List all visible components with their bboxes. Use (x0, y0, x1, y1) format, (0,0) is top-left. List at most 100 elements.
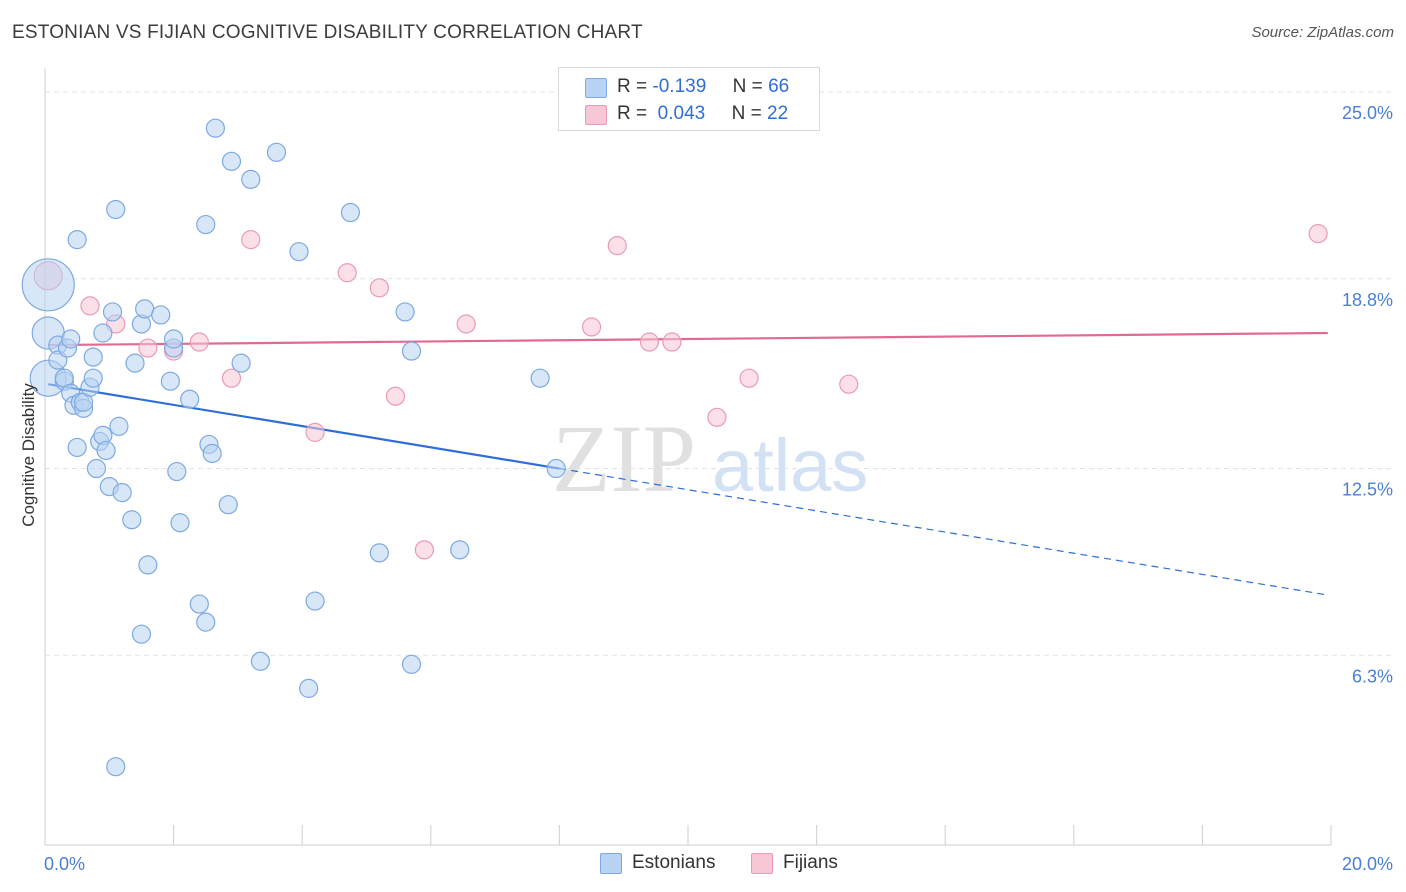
legend-n-label: N = (732, 76, 763, 97)
estonian-point (401, 654, 422, 674)
estonian-point (218, 495, 238, 515)
fijian-point (662, 332, 682, 352)
legend-r-value: 0.043 (657, 103, 706, 124)
estonian-point (135, 299, 155, 319)
fijian-point (1308, 224, 1328, 244)
watermark-zip: ZIP (552, 405, 696, 512)
estonian-point (67, 230, 87, 250)
fijian-point (337, 263, 357, 283)
source-label: Source: ZipAtlas.com (1251, 24, 1394, 41)
estonian-point (109, 416, 129, 436)
estonian-point (180, 389, 200, 409)
y-tick-label: 12.5% (1342, 480, 1393, 500)
y-tick-label: 6.3% (1352, 666, 1393, 686)
estonian-point (205, 118, 225, 138)
estonian-point (196, 214, 216, 235)
estonian-point (21, 258, 75, 312)
fijian-point (414, 540, 434, 560)
fijian-point (639, 332, 660, 352)
estonian-point (86, 458, 107, 479)
tick-labels: 25.0% 18.8% 12.5% 6.3% 0.0% 20.0% (44, 103, 1393, 874)
legend-label: Estonians (632, 852, 716, 873)
estonian-point (160, 371, 180, 391)
estonian-point (167, 461, 187, 482)
fijian-point (138, 338, 158, 358)
y-tick-label: 25.0% (1342, 103, 1393, 123)
estonian-point (305, 591, 325, 611)
estonian-point (241, 169, 261, 189)
watermark-atlas: atlas (712, 424, 868, 507)
estonian-point (83, 368, 103, 388)
estonian-point (289, 242, 309, 262)
estonian-point (102, 302, 123, 322)
estonian-point (231, 353, 251, 373)
estonian-point (106, 199, 126, 220)
y-axis-label: Cognitive Disability (19, 383, 38, 527)
estonian-point (401, 341, 422, 361)
legend-label: Fijians (783, 852, 838, 873)
estonian-point (122, 510, 142, 530)
legend-n-value: 22 (767, 103, 789, 124)
estonian-point (250, 651, 271, 671)
scatter-points (21, 118, 1328, 777)
legend-r-label: R = (617, 76, 648, 97)
estonian-point (106, 757, 126, 777)
estonian-point (340, 202, 361, 223)
fijian-point (385, 386, 406, 406)
estonian-point (299, 678, 319, 698)
axes (44, 68, 1332, 846)
estonians-swatch (600, 853, 622, 874)
estonian-point (221, 151, 242, 171)
estonian-point (138, 555, 158, 575)
estonian-point (67, 437, 87, 458)
fijian-point (189, 332, 209, 352)
estonian-point (189, 594, 209, 614)
fijians-swatch (751, 853, 773, 874)
estonian-point (369, 543, 389, 563)
estonian-point (93, 323, 113, 343)
estonian-point (395, 302, 415, 322)
estonian-trend-line (48, 383, 560, 470)
fijian-point (241, 230, 261, 250)
fijian-point (305, 422, 325, 442)
estonian-point (112, 483, 132, 503)
legend-r-value: -0.139 (652, 76, 707, 97)
estonian-point (530, 368, 550, 388)
estonian-point (196, 612, 216, 632)
legend-n-label: N = (731, 103, 762, 124)
fijian-point (456, 314, 476, 334)
correlation-legend: R = -0.139 N = 66 R = 0.043 N = 22 (558, 67, 820, 131)
estonian-point (266, 142, 287, 162)
estonian-point (202, 443, 222, 464)
estonian-point (546, 458, 566, 479)
fijian-point (739, 368, 759, 388)
x-tick-label: 0.0% (44, 854, 85, 874)
estonian-point (96, 440, 116, 461)
estonian-trend-extension (559, 467, 1328, 596)
fijian-point (607, 236, 627, 256)
chart-title: ESTONIAN VS FIJIAN COGNITIVE DISABILITY … (12, 22, 643, 43)
fijian-point (369, 278, 389, 298)
estonian-point (125, 353, 145, 373)
fijian-point (839, 374, 859, 394)
estonians-swatch (585, 78, 607, 98)
fijian-point (581, 317, 602, 337)
estonian-point (151, 305, 171, 325)
trend-lines (48, 331, 1328, 596)
legend-n-value: 66 (768, 76, 790, 97)
legend-r-label: R = (617, 103, 648, 124)
x-tick-label: 20.0% (1342, 854, 1393, 874)
fijian-point (707, 407, 727, 427)
estonian-point (450, 540, 470, 560)
estonian-point (131, 624, 152, 644)
fijian-point (221, 368, 242, 388)
fijians-swatch (585, 105, 607, 125)
watermark: ZIP atlas (552, 405, 868, 512)
y-tick-label: 18.8% (1342, 290, 1393, 310)
fijian-trend-line (48, 331, 1328, 347)
estonian-point (170, 513, 190, 533)
estonian-point (83, 347, 103, 367)
fijian-point (80, 296, 100, 316)
estonian-point (61, 329, 81, 349)
